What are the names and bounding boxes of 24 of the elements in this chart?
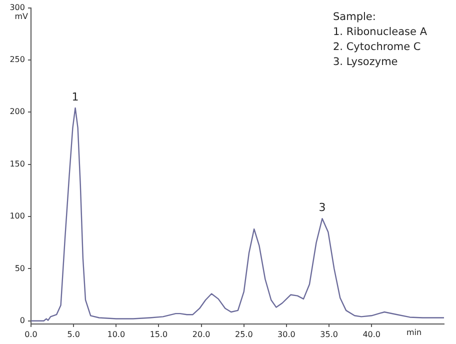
x-tick-label: 40.0	[362, 330, 381, 339]
annotation: 2. Cytochrome C	[333, 40, 421, 53]
x-axis-title: min	[406, 328, 422, 338]
y-tick-label: 150	[10, 159, 25, 168]
x-tick-label: 0.0	[24, 330, 38, 339]
y-tick-label: 100	[10, 212, 25, 221]
annotation: 1. Ribonuclease A	[333, 26, 428, 38]
y-tick-label: 0	[20, 316, 25, 325]
x-tick-label: 20.0	[192, 330, 210, 339]
x-tick-label: 25.0	[234, 330, 253, 339]
y-axis-title: mV	[14, 12, 29, 21]
x-tick-label: 30.0	[278, 330, 296, 339]
x-tick-label: 35.0	[320, 330, 338, 339]
annotation: 3	[318, 200, 326, 214]
x-tick-label: 10.0	[107, 330, 126, 339]
y-tick-label: 200	[10, 107, 25, 116]
x-tick-label: 15.0	[150, 330, 168, 339]
x-tick-label: 5.0	[67, 330, 80, 339]
annotation: 1	[72, 90, 79, 104]
annotation: Sample:	[333, 10, 376, 23]
y-tick-label: 50	[14, 264, 25, 273]
annotation: 3. Lysozyme	[333, 56, 398, 68]
y-tick-label: 300	[10, 2, 25, 12]
y-tick-label: 250	[10, 55, 25, 64]
